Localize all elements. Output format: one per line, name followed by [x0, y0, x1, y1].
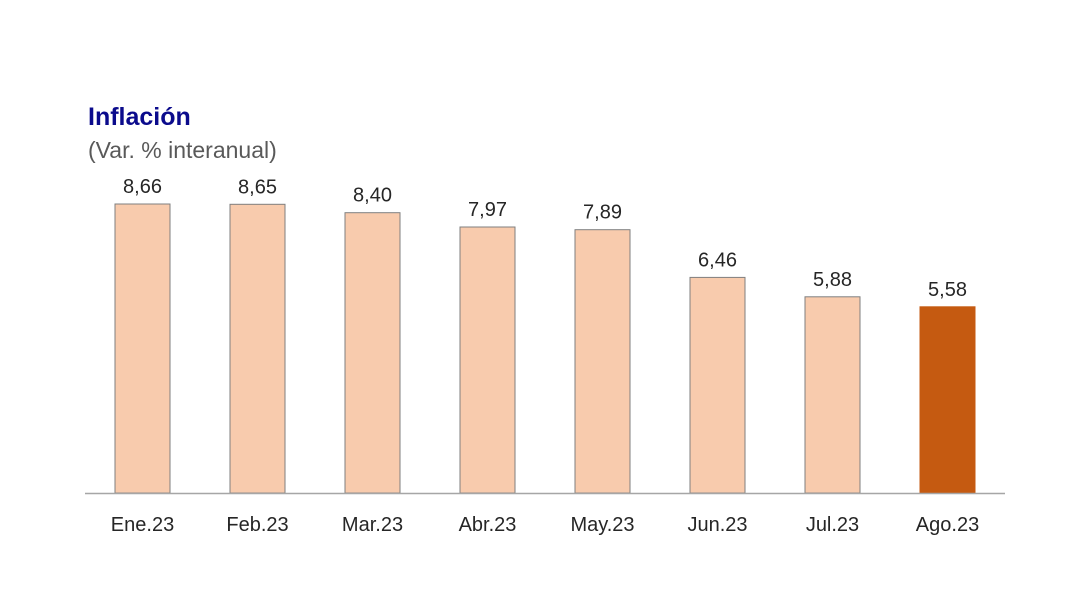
x-tick-label: Ago.23 [916, 514, 979, 536]
value-label: 7,97 [468, 199, 507, 221]
value-labels-layer: 8,66 8,65 8,40 7,97 7,89 6,46 5,88 5,58 [123, 176, 967, 301]
x-tick-label: Jul.23 [806, 514, 859, 536]
value-label: 7,89 [583, 202, 622, 224]
value-label: 8,40 [353, 185, 392, 207]
x-tick-label: Feb.23 [226, 514, 288, 536]
x-axis-ticks-layer: Ene.23 Feb.23 Mar.23 Abr.23 May.23 Jun.23 Jul.… [111, 514, 979, 536]
x-tick-label: Mar.23 [342, 514, 403, 536]
value-label: 5,88 [813, 269, 852, 291]
value-label: 8,65 [238, 176, 277, 198]
value-label: 5,58 [928, 279, 967, 301]
x-tick-label: Abr.23 [459, 514, 517, 536]
bar-jul-23 [804, 296, 861, 494]
x-tick-label: May.23 [570, 514, 634, 536]
value-label: 8,66 [123, 176, 162, 198]
bar-ago-23 [919, 306, 976, 494]
bar-mar-23 [344, 212, 401, 494]
chart-title: Inflación [88, 103, 191, 131]
bars-layer [114, 203, 976, 494]
bar-ene-23 [114, 203, 171, 494]
bar-feb-23 [229, 203, 286, 494]
bar-abr-23 [459, 226, 516, 494]
value-label: 6,46 [698, 249, 737, 271]
x-tick-label: Ene.23 [111, 514, 174, 536]
bar-may-23 [574, 229, 631, 494]
x-tick-label: Jun.23 [687, 514, 747, 536]
bar-jun-23 [689, 276, 746, 494]
chart-subtitle: (Var. % interanual) [88, 137, 277, 163]
